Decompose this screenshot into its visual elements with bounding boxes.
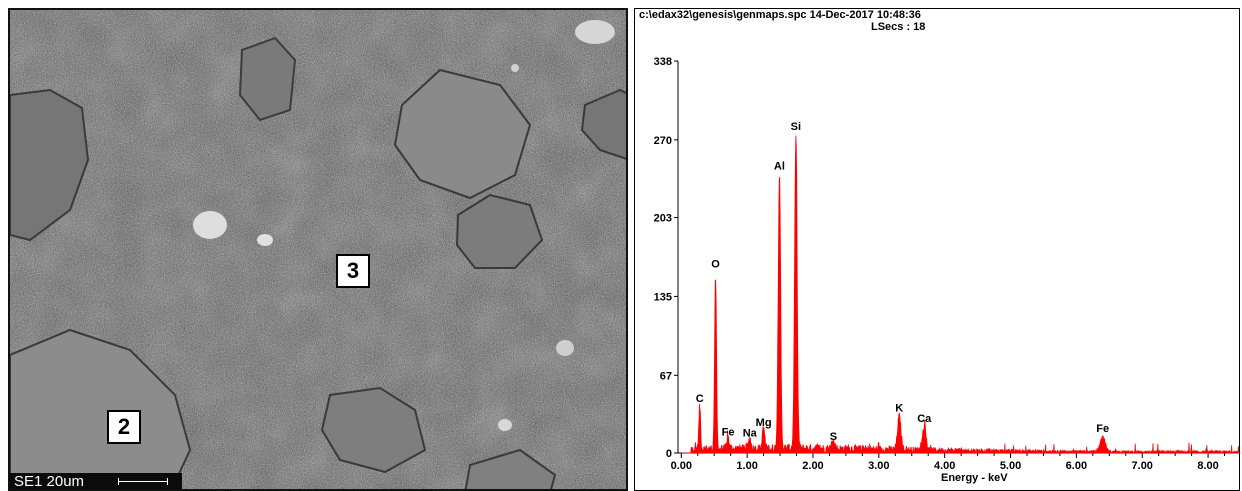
y-tick-label: 135 <box>654 291 672 303</box>
x-tick-label: 4.00 <box>934 460 955 472</box>
sem-micrograph: 3 2 SE1 20um <box>8 8 628 491</box>
peak-label-s: S <box>830 431 837 443</box>
x-tick-label: 0.00 <box>671 460 692 472</box>
particle-right-middle <box>455 193 544 269</box>
particle-bottom-right <box>464 448 557 489</box>
spectrum-file-line: c:\edax32\genesis\genmaps.spc 14-Dec-201… <box>639 9 921 21</box>
peak-label-mg: Mg <box>756 417 772 429</box>
particle-bottom-center <box>320 386 427 474</box>
x-tick-label: 2.00 <box>802 460 823 472</box>
peak-label-si: Si <box>791 121 801 133</box>
spectrum-header: c:\edax32\genesis\genmaps.spc 14-Dec-201… <box>639 9 925 33</box>
y-tick-label: 67 <box>660 370 672 382</box>
peak-label-fe: Fe <box>1096 423 1109 435</box>
x-tick-label: 1.00 <box>736 460 757 472</box>
peak-label-k: K <box>895 402 903 414</box>
y-tick-label: 203 <box>654 213 672 225</box>
peak-label-na: Na <box>743 428 758 440</box>
peak-label-o: O <box>711 258 720 270</box>
scale-bar-text: SE1 20um <box>14 473 85 490</box>
x-tick-label: 6.00 <box>1066 460 1087 472</box>
x-tick-label: 5.00 <box>1000 460 1021 472</box>
spectrum-livesecs-line: LSecs : 18 <box>871 21 926 33</box>
eds-spectrum-panel: c:\edax32\genesis\genmaps.spc 14-Dec-201… <box>634 8 1240 491</box>
x-axis-label: Energy - keV <box>941 472 1008 484</box>
particle-top-center <box>238 36 297 122</box>
y-tick-label: 338 <box>654 56 672 68</box>
particle-right-top <box>393 68 532 200</box>
x-tick-label: 3.00 <box>868 460 889 472</box>
y-tick-label: 270 <box>654 135 672 147</box>
particle-right-edge <box>580 88 626 160</box>
sem-texture <box>10 10 626 489</box>
particle-bottom-left <box>10 328 192 489</box>
spectrum-series <box>681 135 1239 455</box>
peak-label-al: Al <box>774 160 785 172</box>
peak-label-fe: Fe <box>722 426 735 438</box>
peak-label-c: C <box>696 393 704 405</box>
scale-bar-line <box>118 478 168 485</box>
peak-label-ca: Ca <box>917 413 932 425</box>
particle-large-left-top <box>10 88 90 242</box>
particle-label-3: 3 <box>336 254 370 288</box>
particle-label-2: 2 <box>107 410 141 444</box>
y-tick-label: 0 <box>666 448 672 460</box>
spectrum-chart: 0 67 135 203 270 338 0.00 1.00 2.00 3.00 4.00 5.00 6… <box>654 56 1239 484</box>
x-tick-label: 8.00 <box>1197 460 1218 472</box>
scale-bar: SE1 20um <box>10 473 182 489</box>
x-tick-label: 7.00 <box>1132 460 1153 472</box>
